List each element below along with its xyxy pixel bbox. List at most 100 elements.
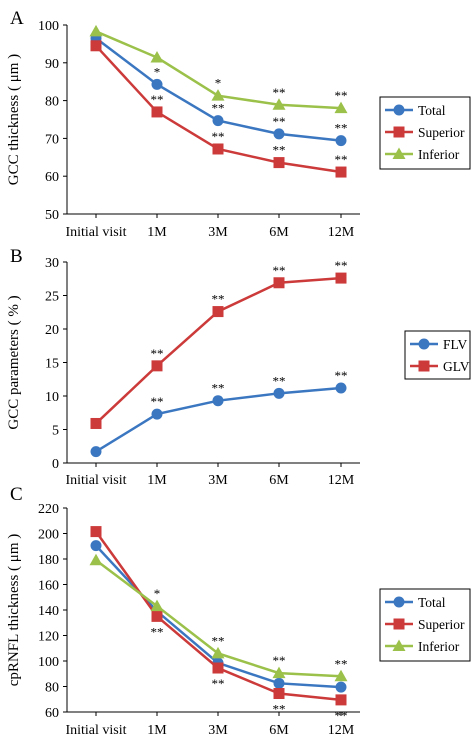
chart-panel-a: A 50 60 70 80 90 100 Initial visit 1M 3M 6M 12M GCC …: [6, 8, 471, 240]
significance-label: **: [212, 292, 225, 307]
x-tick-label: 12M: [328, 473, 355, 488]
significance-label: **: [151, 624, 164, 639]
legend: Total Superior Inferior: [379, 96, 471, 170]
legend-swatch-marker: [418, 360, 430, 372]
data-point: [335, 382, 347, 394]
legend-swatch-marker: [393, 596, 405, 608]
legend-label: FLV: [443, 337, 468, 352]
y-tick-label: 60: [45, 170, 59, 185]
legend-swatch-marker: [392, 639, 406, 651]
y-tick-label: 30: [45, 256, 59, 271]
data-point: [90, 526, 102, 538]
legend-label: GLV: [443, 359, 470, 374]
y-tick-label: 20: [45, 323, 59, 338]
data-point: [151, 106, 163, 118]
y-tick-label: 60: [45, 706, 59, 721]
series-glv: ** ** ** **: [90, 258, 348, 429]
legend-swatch-marker: [393, 618, 405, 630]
y-tick-label: 200: [38, 528, 59, 543]
y-tick-label: 120: [38, 630, 59, 645]
chart-panel-b: B 0 5 10 15 20 25 30 Initial visit 1M 3M 6M 12M GCC p…: [6, 246, 471, 488]
significance-label: **: [151, 92, 164, 107]
significance-label: **: [212, 381, 225, 396]
y-tick-label: 0: [52, 457, 59, 472]
x-tick-label: 1M: [147, 723, 167, 738]
significance-label: **: [335, 258, 348, 273]
x-tick-label: 3M: [208, 473, 228, 488]
significance-label: **: [335, 121, 348, 136]
significance-label: **: [273, 263, 286, 278]
significance-label: **: [273, 373, 286, 388]
x-tick-label: Initial visit: [65, 225, 126, 240]
legend: Total Superior Inferior: [379, 588, 471, 662]
x-tick-label: 12M: [328, 225, 355, 240]
data-point: [150, 51, 164, 63]
data-point: [334, 669, 348, 682]
panel-letter: C: [10, 484, 23, 505]
data-point: [212, 115, 224, 127]
significance-label: **: [273, 702, 286, 717]
data-point: [151, 408, 163, 420]
chart-panel-c: C 60 80 100 120 140 160 180 200 220 Initial visit 1…: [6, 484, 471, 738]
y-tick-label: 70: [45, 132, 59, 147]
legend-swatch-marker: [392, 147, 406, 159]
series-inferior: ***** **: [89, 553, 348, 682]
data-point: [273, 677, 285, 689]
data-point: [90, 40, 102, 52]
significance-label: **: [273, 653, 286, 668]
series-flv: ** ** ** **: [90, 368, 348, 458]
legend: FLV GLV: [404, 330, 471, 380]
significance-label: *: [154, 64, 161, 79]
data-point: [150, 599, 164, 612]
data-point: [335, 166, 347, 178]
significance-label: **: [151, 346, 164, 361]
x-tick-label: 6M: [269, 225, 289, 240]
significance-label: **: [335, 88, 348, 103]
y-tick-label: 80: [45, 95, 59, 110]
x-tick-label: 3M: [208, 723, 228, 738]
legend-label: Superior: [418, 617, 465, 632]
y-tick-label: 80: [45, 681, 59, 696]
x-tick-label: 6M: [269, 723, 289, 738]
data-point: [89, 24, 103, 37]
legend-box: [404, 330, 471, 380]
data-point: [151, 78, 163, 90]
series-inferior: *** **: [89, 24, 348, 114]
data-point: [273, 277, 285, 289]
significance-label: **: [273, 114, 286, 129]
y-tick-label: 90: [45, 57, 59, 72]
y-tick-label: 5: [52, 424, 59, 439]
y-tick-label: 100: [38, 655, 59, 670]
panel-letter: A: [10, 8, 24, 29]
y-tick-label: 25: [45, 290, 59, 305]
legend-swatch-marker: [393, 104, 405, 116]
significance-label: **: [273, 143, 286, 158]
data-point: [335, 681, 347, 693]
y-axis-label: cpRNFL thickness ( μm ): [6, 534, 22, 686]
data-point: [272, 666, 286, 679]
legend-label: Total: [418, 595, 446, 610]
y-tick-label: 140: [38, 604, 59, 619]
significance-label: **: [212, 129, 225, 144]
data-point: [90, 417, 102, 429]
x-tick-label: 1M: [147, 473, 167, 488]
data-point: [151, 360, 163, 372]
y-tick-label: 50: [45, 208, 59, 223]
x-tick-label: Initial visit: [65, 473, 126, 488]
significance-label: *: [215, 76, 222, 91]
y-tick-label: 10: [45, 390, 59, 405]
data-point: [212, 395, 224, 407]
legend-label: Superior: [418, 125, 465, 140]
x-tick-label: Initial visit: [65, 723, 126, 738]
data-point: [212, 662, 224, 674]
data-point: [272, 98, 286, 110]
legend-swatch-marker: [418, 338, 430, 350]
data-point: [273, 157, 285, 169]
y-tick-label: 15: [45, 357, 59, 372]
y-axis-label: GCC parameters ( % ): [6, 295, 22, 429]
y-tick-label: 220: [38, 502, 59, 517]
x-tick-label: 12M: [328, 723, 355, 738]
x-tick-label: 6M: [269, 473, 289, 488]
y-tick-label: 100: [38, 19, 59, 34]
